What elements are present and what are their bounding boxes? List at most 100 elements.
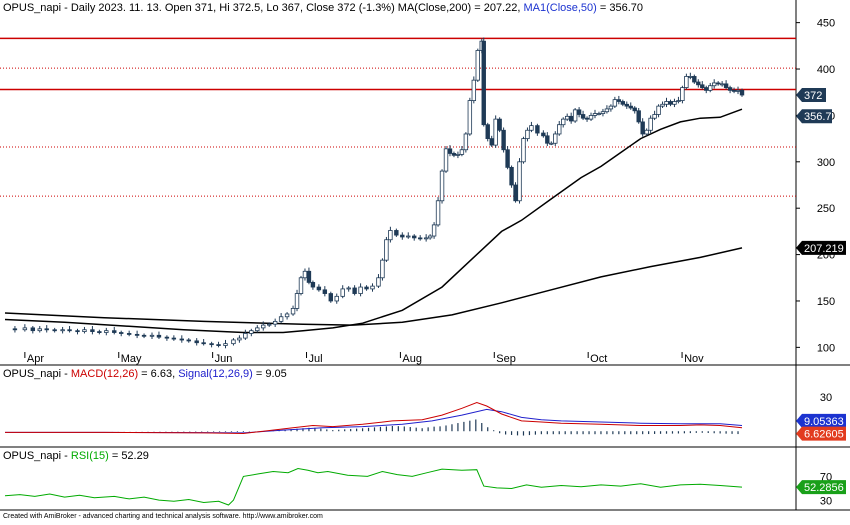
candle-body bbox=[553, 133, 558, 144]
candle-body bbox=[632, 107, 637, 112]
candle-body bbox=[612, 99, 618, 107]
candle-body bbox=[380, 259, 385, 279]
price-title: OPUS_napi - Daily 2023. 11. 13. Open 371… bbox=[3, 2, 643, 14]
candle-body bbox=[684, 76, 689, 88]
candle-body bbox=[493, 118, 498, 146]
candle-body bbox=[52, 329, 57, 332]
x-tick-label-Aug: Aug bbox=[402, 353, 422, 365]
candle-body bbox=[82, 329, 87, 332]
x-tick-label-Oct: Oct bbox=[590, 353, 607, 365]
candle-body bbox=[489, 138, 494, 146]
candle-body bbox=[529, 125, 534, 131]
candle-body bbox=[90, 329, 95, 332]
candle-body bbox=[97, 331, 102, 333]
x-tick-label-Nov: Nov bbox=[684, 353, 704, 365]
candle-body bbox=[209, 343, 214, 346]
candle-body bbox=[580, 114, 586, 119]
candle-body bbox=[455, 153, 461, 156]
candle-body bbox=[620, 101, 626, 105]
candle-body bbox=[112, 330, 117, 333]
candle-body bbox=[497, 118, 502, 131]
candle-body bbox=[443, 148, 449, 172]
candle-body bbox=[584, 117, 590, 120]
candle-body bbox=[719, 83, 725, 86]
rsi-panel[interactable] bbox=[4, 467, 743, 506]
candle-body bbox=[664, 101, 669, 105]
candle-body bbox=[334, 295, 339, 302]
price-panel[interactable] bbox=[4, 37, 745, 349]
macd-panel[interactable] bbox=[5, 401, 743, 436]
candle-body bbox=[104, 330, 109, 333]
macd-title: OPUS_napi - MACD(12,26) = 6.63, Signal(1… bbox=[3, 368, 287, 380]
candle-body bbox=[427, 235, 433, 239]
ma50-badge-shape bbox=[796, 109, 832, 124]
candle-body bbox=[272, 320, 278, 325]
candle-body bbox=[75, 330, 80, 333]
candle-body bbox=[37, 328, 42, 332]
candle-body bbox=[431, 224, 437, 237]
candle-body bbox=[231, 339, 236, 345]
candle-body bbox=[521, 138, 526, 163]
candle-body bbox=[67, 329, 72, 332]
candle-body bbox=[652, 114, 657, 119]
last-price-badge-shape bbox=[796, 88, 826, 103]
candle-body bbox=[30, 327, 36, 332]
candle-body bbox=[672, 101, 677, 105]
candle-body bbox=[568, 115, 574, 122]
candle-body bbox=[298, 277, 304, 294]
candle-body bbox=[322, 289, 328, 294]
candle-body bbox=[384, 239, 389, 261]
candle-body bbox=[223, 343, 228, 346]
candle-body bbox=[171, 337, 177, 340]
y-tick-label-250: 250 bbox=[817, 203, 835, 215]
candle-body bbox=[352, 287, 357, 294]
candle-body bbox=[696, 81, 701, 86]
candle-body bbox=[640, 121, 645, 135]
candle-body bbox=[471, 79, 477, 101]
ma200-line bbox=[4, 247, 743, 326]
candle-body bbox=[513, 184, 518, 202]
candle-body bbox=[576, 109, 582, 115]
price-levels bbox=[0, 37, 796, 197]
candle-body bbox=[134, 333, 140, 336]
candle-body bbox=[459, 149, 465, 155]
candle-body bbox=[237, 337, 242, 341]
candle-body bbox=[278, 316, 284, 322]
candle-body bbox=[164, 336, 170, 339]
candle-body bbox=[310, 282, 316, 288]
candle-body bbox=[306, 270, 312, 283]
rsi-badge-text: 52.2856 bbox=[804, 482, 844, 494]
candle-body bbox=[243, 333, 248, 339]
candle-body bbox=[255, 327, 260, 332]
candle-body bbox=[715, 82, 721, 85]
macd-label: MACD(12,26) bbox=[71, 368, 138, 380]
candle-body bbox=[156, 334, 162, 338]
signal-value: = 9.05 bbox=[253, 368, 287, 380]
y-tick-label-300: 300 bbox=[817, 157, 835, 169]
candle-body bbox=[141, 334, 147, 337]
ma200-badge-shape bbox=[796, 240, 846, 255]
candle-body bbox=[604, 108, 610, 113]
candle-body bbox=[541, 132, 546, 137]
footer-credit: Created with AmiBroker - advanced charti… bbox=[3, 513, 323, 520]
rsi-title-prefix: OPUS_napi - bbox=[3, 450, 71, 462]
rsi-value: = 52.29 bbox=[109, 450, 149, 462]
candle-body bbox=[628, 105, 633, 109]
candle-body bbox=[12, 328, 18, 331]
candle-body bbox=[44, 328, 49, 331]
candle-body bbox=[412, 235, 417, 239]
candle-body bbox=[616, 99, 622, 102]
macd-title-prefix: OPUS_napi - bbox=[3, 368, 71, 380]
candle-body bbox=[261, 324, 266, 329]
rsi-label: RSI(15) bbox=[71, 450, 109, 462]
candle-body bbox=[700, 84, 705, 88]
candle-body bbox=[364, 286, 369, 290]
candle-body bbox=[388, 230, 393, 241]
candle-body bbox=[731, 89, 737, 92]
candle-body bbox=[376, 277, 381, 287]
y-tick-label-450: 450 bbox=[817, 18, 835, 30]
candle-body bbox=[284, 313, 290, 318]
candle-body bbox=[704, 87, 709, 91]
candle-body bbox=[340, 288, 345, 297]
